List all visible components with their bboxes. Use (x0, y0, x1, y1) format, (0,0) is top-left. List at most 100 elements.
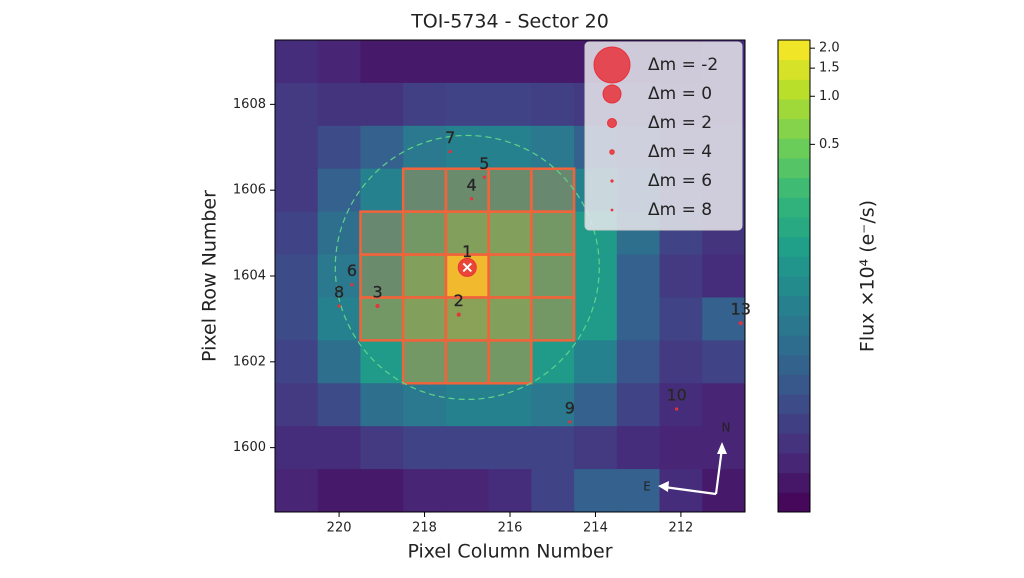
heatmap-cell (488, 82, 532, 127)
star-marker (738, 321, 743, 326)
compass-north: N (722, 421, 731, 435)
heatmap-cell (445, 297, 490, 341)
y-tick-label: 1606 (233, 183, 266, 198)
colorbar-band (778, 492, 810, 513)
heatmap-cell (403, 297, 447, 341)
legend-marker (602, 84, 622, 104)
heatmap-cell (574, 383, 618, 427)
aperture-pixel (359, 210, 405, 256)
heatmap-cell (275, 40, 319, 84)
heatmap-cell (445, 125, 490, 170)
aperture-pixel (401, 167, 448, 213)
colorbar-band (778, 295, 810, 316)
heatmap-cell (574, 426, 618, 470)
aperture-pixel (359, 296, 405, 342)
star-marker (568, 420, 572, 424)
heatmap-cell (659, 297, 703, 341)
heatmap-cell (445, 211, 490, 256)
aperture-pixel (401, 296, 448, 342)
star-label: 4 (466, 175, 476, 194)
colorbar-band (778, 394, 810, 415)
heatmap-cell (403, 340, 447, 384)
heatmap-cell (659, 254, 703, 298)
star-label: 9 (565, 398, 575, 417)
heatmap-cell (317, 383, 361, 427)
heatmap-cell (445, 82, 490, 127)
colorbar-band (778, 276, 810, 297)
star-label: 13 (731, 300, 751, 319)
heatmap-cell (360, 340, 404, 384)
colorbar-band (778, 158, 810, 179)
star-label: 1 (462, 242, 472, 261)
chart-title: TOI-5734 - Sector 20 (410, 11, 609, 33)
aperture-pixel (487, 210, 533, 256)
heatmap-cell (702, 254, 746, 298)
heatmap-cell (360, 125, 404, 170)
colorbar-tick-label: 2.0 (819, 41, 840, 56)
x-tick-label: 212 (668, 521, 693, 536)
colorbar-band (778, 217, 810, 238)
colorbar-band (778, 354, 810, 375)
heatmap-cell (445, 469, 490, 513)
colorbar-band (778, 374, 810, 395)
colorbar-band (778, 256, 810, 277)
heatmap-cell (317, 426, 361, 470)
heatmap-cell (275, 297, 319, 341)
heatmap-cell (317, 125, 361, 170)
heatmap-cell (488, 383, 532, 427)
heatmap-cell (403, 211, 447, 256)
heatmap-cell (275, 82, 319, 127)
heatmap-cell (488, 125, 532, 170)
heatmap-cell (360, 40, 404, 84)
star-label: 5 (479, 154, 489, 173)
heatmap-cell (317, 340, 361, 384)
x-tick-label: 220 (327, 521, 352, 536)
heatmap-cell (659, 340, 703, 384)
heatmap-cell (360, 297, 404, 341)
heatmap-cell (659, 426, 703, 470)
heatmap-cell (360, 168, 404, 213)
heatmap-cell (275, 254, 319, 298)
heatmap-cell (360, 383, 404, 427)
heatmap-cell (360, 426, 404, 470)
heatmap-cell (531, 168, 575, 213)
heatmap-cell (360, 211, 404, 256)
heatmap-cell (317, 168, 361, 213)
star-label: 2 (454, 291, 464, 310)
star-label: 8 (334, 283, 344, 302)
colorbar-band (778, 79, 810, 100)
heatmap-cell (317, 211, 361, 256)
heatmap-cell (275, 383, 319, 427)
aperture-pixel (401, 253, 448, 299)
heatmap-cell (403, 383, 447, 427)
colorbar-band (778, 335, 810, 356)
colorbar-band (778, 197, 810, 218)
colorbar-band (778, 315, 810, 336)
colorbar-band (778, 453, 810, 474)
heatmap-cell (488, 168, 532, 213)
legend-label: Δm = -2 (648, 55, 718, 75)
colorbar-band (778, 99, 810, 120)
heatmap-cell (488, 469, 532, 513)
heatmap-cell (360, 469, 404, 513)
heatmap-cell (488, 426, 532, 470)
colorbar-tick-label: 1.0 (819, 89, 840, 104)
star-marker (482, 175, 486, 179)
legend-label: Δm = 2 (648, 113, 712, 133)
heatmap-cell (275, 340, 319, 384)
heatmap-cell (275, 426, 319, 470)
legend-label: Δm = 0 (648, 84, 712, 104)
compass-arrows (663, 447, 724, 496)
heatmap-cell (574, 340, 618, 384)
colorbar-band (778, 433, 810, 454)
colorbar-frame (777, 39, 811, 513)
star-marker (350, 282, 354, 287)
heatmap-cell (616, 426, 661, 470)
star-marker (456, 312, 461, 317)
legend-marker (610, 179, 614, 183)
heatmap-cell (488, 297, 532, 341)
heatmap-cell (531, 383, 575, 427)
star-label: 3 (372, 283, 382, 302)
heatmap-cell (702, 469, 746, 513)
heatmap-cell (488, 254, 532, 298)
